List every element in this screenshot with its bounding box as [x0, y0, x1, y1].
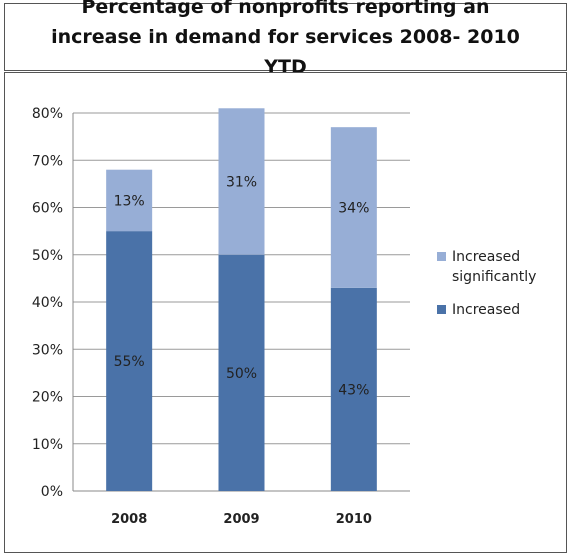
data-label: 31%: [226, 175, 257, 191]
data-label: 43%: [338, 382, 369, 398]
legend-label: Increased: [452, 302, 520, 318]
bar-increased: [106, 231, 153, 491]
y-tick-label: 40%: [32, 295, 63, 311]
plot-frame: [4, 72, 567, 553]
y-tick-label: 10%: [32, 437, 63, 453]
y-tick-label: 50%: [32, 248, 63, 264]
x-category-label: 2010: [336, 512, 372, 527]
bar-increased-significantly: [106, 169, 153, 232]
data-label: 50%: [226, 366, 257, 382]
x-category-label: 2008: [111, 512, 147, 527]
bar-increased-significantly: [218, 108, 265, 255]
data-label: 34%: [338, 201, 369, 217]
data-label: 13%: [114, 193, 145, 209]
bar-increased: [330, 287, 377, 491]
y-tick-label: 70%: [32, 153, 63, 169]
legend-swatch: [437, 252, 446, 261]
data-label: 55%: [114, 354, 145, 370]
bar-increased: [218, 254, 265, 491]
legend-label: Increased significantly: [452, 249, 536, 285]
legend-swatch: [437, 305, 446, 314]
y-tick-label: 0%: [41, 484, 63, 500]
y-tick-label: 20%: [32, 390, 63, 406]
y-tick-label: 60%: [32, 201, 63, 217]
y-tick-label: 30%: [32, 342, 63, 358]
bar-increased-significantly: [330, 127, 377, 288]
chart-title-box: Percentage of nonprofits reporting an in…: [4, 0, 567, 78]
chart-title: Percentage of nonprofits reporting an in…: [51, 0, 520, 78]
y-tick-label: 80%: [32, 106, 63, 122]
x-category-label: 2009: [223, 512, 259, 527]
